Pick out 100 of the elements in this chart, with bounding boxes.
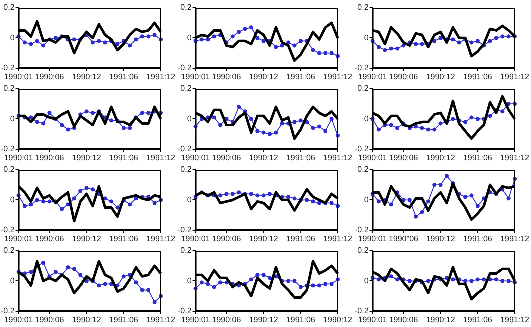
y-tick-label: 0.2 [180, 84, 192, 94]
point [41, 200, 46, 204]
point [324, 129, 328, 134]
point [438, 36, 443, 40]
point [72, 267, 76, 272]
point [420, 126, 424, 130]
point [305, 120, 310, 124]
x-tick-label: 1990:12 [426, 234, 456, 244]
y-tick-label: 0 [10, 33, 16, 42]
point [274, 45, 278, 50]
point [286, 195, 291, 200]
point [506, 34, 511, 39]
point [237, 30, 242, 34]
x-tick-label: 1990:01 [358, 234, 388, 244]
point [256, 273, 260, 278]
x-tick-label: 1990:12 [426, 72, 456, 82]
point [218, 280, 223, 285]
x-tick-label: 1991:06 [109, 72, 139, 82]
point [29, 116, 34, 120]
y-tick-label: -0.2 [178, 64, 192, 73]
point [122, 126, 126, 130]
x-tick-label: 1990:06 [389, 72, 419, 82]
x-tick-label: 1990:06 [212, 315, 242, 324]
point [311, 200, 316, 204]
point [330, 51, 334, 56]
y-tick-label: -0.2 [0, 64, 16, 73]
y-tick-label: 0 [10, 114, 16, 124]
point [311, 48, 316, 52]
point [29, 42, 34, 46]
point [97, 284, 102, 288]
point [389, 202, 394, 207]
point [54, 36, 58, 40]
point [35, 39, 40, 44]
x-tick-label: 1990:12 [426, 315, 456, 324]
point [152, 33, 157, 38]
point [90, 188, 96, 192]
point [292, 44, 297, 48]
x-tick-label: 1990:12 [249, 72, 279, 82]
x-tick-label: 1991:12 [146, 153, 176, 162]
x-tick-label: 1990:01 [181, 72, 211, 82]
point [152, 201, 157, 206]
x-tick-label: 1990:06 [35, 153, 65, 162]
x-tick-label: 1991:06 [463, 72, 493, 82]
x-tick-label: 1990:01 [4, 153, 34, 162]
point [488, 114, 492, 118]
x-tick-label: 1991:12 [500, 153, 530, 162]
point [262, 39, 266, 44]
y-tick-label: 0 [364, 114, 370, 124]
point [84, 186, 89, 190]
x-tick-label: 1990:01 [4, 234, 34, 244]
point [72, 196, 76, 201]
point [122, 274, 126, 279]
point [84, 279, 89, 284]
point [268, 276, 272, 280]
point [389, 123, 394, 128]
point [29, 202, 34, 207]
point [389, 46, 394, 51]
point [311, 126, 316, 130]
point [438, 122, 443, 126]
point [432, 183, 437, 188]
x-tick-label: 1990:12 [72, 72, 102, 82]
x-tick-label: 1990:06 [35, 315, 65, 324]
point [97, 39, 102, 44]
point [134, 280, 138, 285]
y-tick-label: 0.2 [4, 84, 16, 94]
point [134, 196, 138, 201]
point [84, 110, 89, 114]
point [286, 279, 291, 284]
point [78, 189, 83, 194]
point [376, 128, 382, 132]
point [128, 126, 132, 130]
point [317, 124, 322, 129]
point [280, 44, 284, 48]
x-tick-label: 1991:12 [500, 234, 530, 244]
point [470, 194, 474, 198]
point [262, 130, 266, 135]
point [451, 117, 456, 122]
x-tick-label: 1991:06 [463, 153, 493, 162]
x-tick-label: 1990:12 [72, 234, 102, 244]
point [292, 279, 297, 284]
x-tick-label: 1990:06 [389, 153, 419, 162]
y-tick-label: -0.2 [0, 144, 16, 154]
x-tick-label: 1990:12 [426, 153, 456, 162]
point [506, 196, 511, 201]
point [212, 285, 216, 290]
y-tick-label: 0.2 [358, 84, 370, 94]
point [470, 116, 474, 120]
point [476, 39, 480, 44]
x-tick-label: 1991:06 [286, 153, 316, 162]
y-tick-label: -0.2 [354, 144, 370, 154]
point [432, 128, 437, 132]
x-tick-label: 1991:12 [324, 153, 354, 162]
point [444, 174, 450, 178]
point [256, 129, 260, 134]
x-tick-label: 1990:01 [181, 315, 211, 324]
point [317, 284, 322, 288]
point [476, 204, 480, 208]
point [268, 192, 272, 196]
x-tick-label: 1990:06 [35, 234, 65, 244]
point [256, 194, 260, 198]
